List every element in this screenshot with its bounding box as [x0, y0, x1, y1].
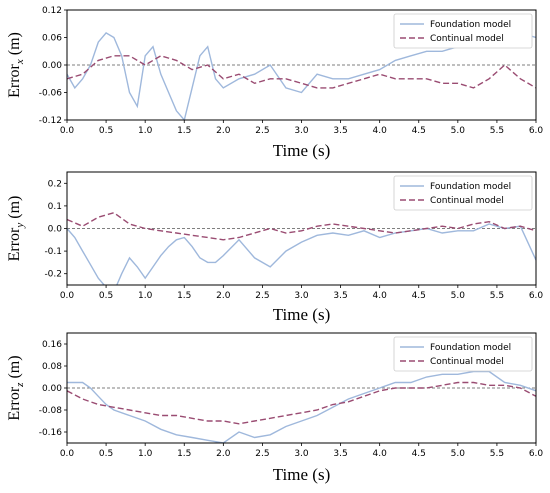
y-axis-label: Errory (m): [6, 196, 26, 262]
y-axis-label-subscript: z: [14, 382, 26, 388]
x-tick-label: 3.0: [294, 449, 309, 459]
x-tick-label: 0.5: [99, 126, 113, 136]
x-tick-label: 5.0: [451, 449, 466, 459]
legend: Foundation model Continual model: [393, 336, 533, 372]
y-axis-label-main: Error: [6, 227, 23, 261]
x-tick-label: 1.0: [138, 449, 153, 459]
y-tick-label: 0.06: [42, 34, 62, 44]
y-axis-label: Errorx (m): [6, 32, 26, 98]
legend-label-continual: Continual model: [430, 196, 504, 206]
x-tick-label: 5.0: [451, 126, 466, 136]
y-axis-label-unit: (m): [6, 32, 23, 59]
x-tick-label: 6.0: [529, 291, 544, 301]
chart-panel-3: 0.0 0.5 1.0 1.5 2.0 2.5 3.0 3.5 4.0 4.5 5.0 5.5 6.0 -…: [6, 332, 544, 484]
x-tick-label: 2.0: [216, 126, 231, 136]
series-line-continual: [67, 211, 536, 241]
series-line-foundation: [67, 31, 536, 120]
x-tick-label: 3.5: [333, 291, 347, 301]
legend-label-foundation: Foundation model: [430, 20, 511, 30]
x-axis-label: Time (s): [273, 305, 330, 324]
y-tick-label: 0.2: [48, 179, 62, 189]
x-tick-label: 1.0: [138, 291, 153, 301]
x-tick-label: 4.0: [373, 449, 388, 459]
y-axis-label: Errorz (m): [6, 355, 26, 420]
legend-box: [393, 175, 533, 211]
x-tick-label: 4.0: [373, 291, 388, 301]
y-tick-label: -0.16: [39, 428, 63, 438]
x-tick-label: 4.5: [412, 449, 426, 459]
x-tick-label: 1.5: [177, 126, 191, 136]
y-tick-label: 0.16: [42, 340, 62, 350]
x-tick-label: 1.5: [177, 449, 191, 459]
x-tick-label: 3.0: [294, 126, 309, 136]
legend: Foundation model Continual model: [393, 13, 533, 49]
series-line-continual: [67, 55, 536, 89]
y-tick-label: 0.08: [42, 362, 62, 372]
x-tick-label: 2.0: [216, 449, 231, 459]
x-tick-label: 2.5: [255, 126, 269, 136]
x-tick-label: 6.0: [529, 449, 544, 459]
x-tick-label: 5.5: [490, 126, 504, 136]
x-tick-label: 2.5: [255, 449, 269, 459]
x-tick-label: 4.0: [373, 126, 388, 136]
y-axis-label-subscript: y: [14, 223, 26, 229]
legend-label-foundation: Foundation model: [430, 343, 511, 353]
legend: Foundation model Continual model: [393, 175, 533, 211]
y-axis-label-subscript: x: [14, 59, 26, 65]
x-tick-label: 4.5: [412, 291, 426, 301]
y-tick-label: 0.1: [48, 202, 62, 212]
x-tick-label: 3.0: [294, 291, 309, 301]
legend-label-foundation: Foundation model: [430, 182, 511, 192]
chart-panel-1: 0.0 0.5 1.0 1.5 2.0 2.5 3.0 3.5 4.0 4.5 5.0 5.5 6.0 -…: [6, 6, 543, 160]
y-tick-label: -0.06: [39, 89, 63, 99]
legend-label-continual: Continual model: [430, 34, 504, 44]
x-axis-label: Time (s): [273, 141, 330, 160]
x-tick-label: 3.5: [333, 449, 347, 459]
y-tick-label: -0.08: [39, 406, 63, 416]
y-tick-label: 0.00: [42, 384, 62, 394]
x-tick-label: 5.0: [451, 291, 466, 301]
legend-box: [393, 336, 533, 372]
x-tick-label: 0.0: [60, 126, 75, 136]
x-tick-label: 2.5: [255, 291, 269, 301]
x-tick-label: 2.0: [216, 291, 231, 301]
y-axis-label-main: Error: [6, 386, 23, 420]
y-axis-label-unit: (m): [6, 355, 23, 382]
x-tick-label: 0.5: [99, 449, 113, 459]
y-tick-label: -0.12: [39, 116, 62, 126]
x-tick-label: 0.0: [60, 449, 75, 459]
y-tick-label: 0.0: [48, 225, 63, 235]
x-tick-label: 1.5: [177, 291, 191, 301]
y-tick-label: -0.2: [44, 270, 62, 280]
y-axis-label-main: Error: [6, 63, 23, 97]
x-tick-label: 0.0: [60, 291, 75, 301]
y-tick-label: 0.00: [42, 61, 62, 71]
x-axis-label: Time (s): [273, 465, 330, 484]
x-tick-label: 3.5: [333, 126, 347, 136]
x-tick-label: 1.0: [138, 126, 153, 136]
y-tick-label: 0.12: [42, 6, 62, 16]
x-tick-label: 5.5: [490, 291, 504, 301]
series-line-continual: [67, 381, 536, 425]
x-tick-label: 6.0: [529, 126, 544, 136]
x-tick-label: 5.5: [490, 449, 504, 459]
x-tick-label: 0.5: [99, 291, 113, 301]
legend-label-continual: Continual model: [430, 357, 504, 367]
y-tick-label: -0.1: [44, 247, 62, 257]
series-line-foundation: [67, 223, 536, 285]
y-axis-label-unit: (m): [6, 196, 23, 223]
chart-panel-2: 0.0 0.5 1.0 1.5 2.0 2.5 3.0 3.5 4.0 4.5 5.0 5.5 6.0 -…: [6, 171, 544, 324]
x-tick-label: 4.5: [412, 126, 426, 136]
legend-box: [393, 13, 533, 49]
